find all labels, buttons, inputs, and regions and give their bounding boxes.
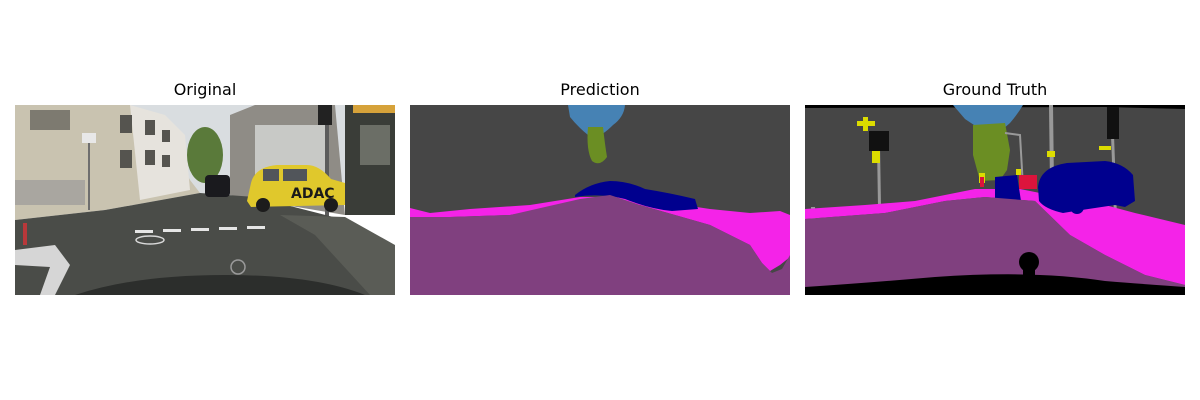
ego-car-hood (75, 275, 365, 295)
car-region (995, 175, 1021, 203)
prediction-segmentation (410, 105, 790, 295)
road-region (410, 195, 790, 295)
person-region (1019, 175, 1037, 189)
traffic-light-region (869, 131, 889, 151)
sky-region (953, 105, 1023, 129)
vegetation-region (973, 123, 1010, 181)
pole (325, 110, 329, 218)
sidewalk-region (410, 197, 790, 271)
sky-region (568, 105, 625, 135)
dark-car (205, 175, 230, 197)
vegetation-region (587, 127, 607, 164)
car-region (575, 181, 698, 211)
hood-emblem (230, 259, 246, 275)
panel-title-ground-truth: Ground Truth (942, 80, 1048, 99)
road-region (805, 197, 1185, 295)
ground-truth-segmentation (805, 105, 1185, 295)
taxi-lettering: ADAC (291, 186, 335, 202)
unlabeled-region (805, 274, 1185, 295)
panel-title-prediction: Prediction (560, 80, 640, 99)
tree (187, 127, 223, 183)
panel-title-original: Original (173, 80, 237, 99)
sidewalk-region (805, 189, 1185, 285)
original-image: ADAC (15, 105, 395, 295)
